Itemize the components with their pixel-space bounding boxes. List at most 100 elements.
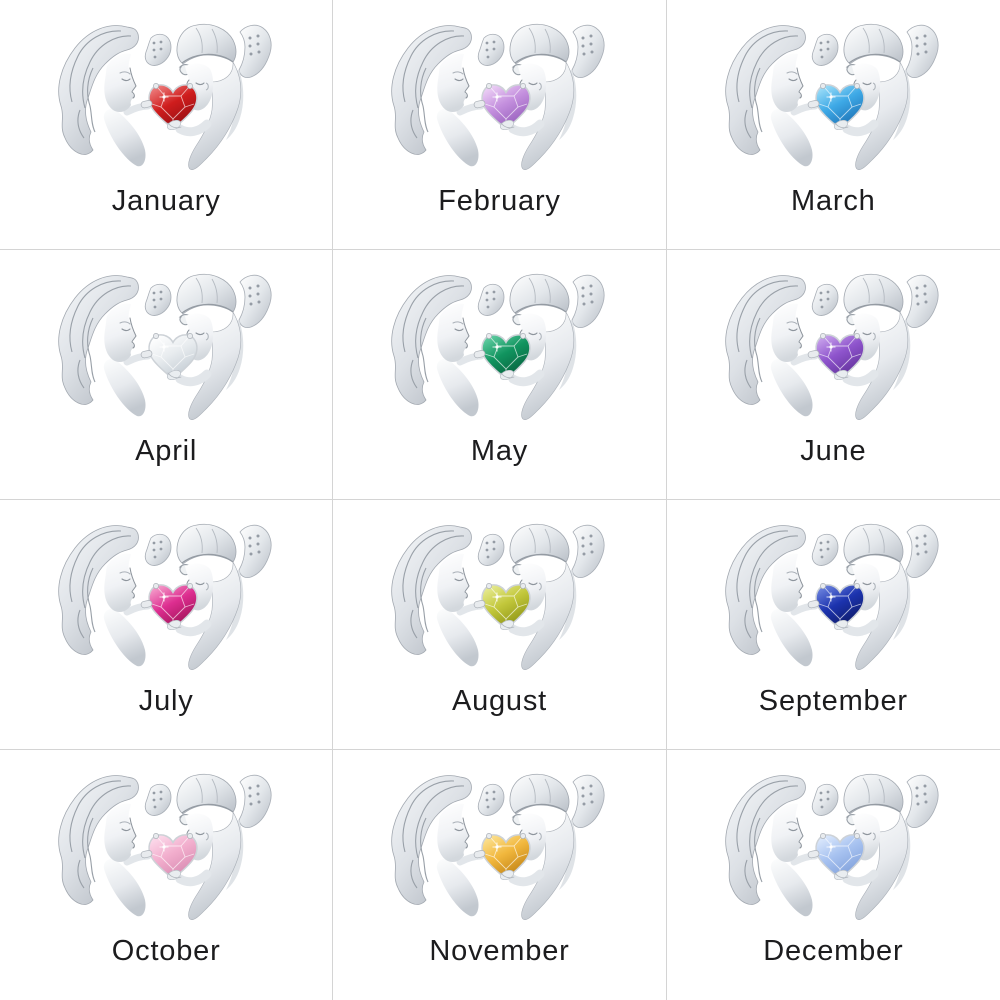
- charm-core-center: [478, 533, 505, 566]
- gem-prongs: [808, 83, 861, 131]
- thread-holes: [248, 284, 261, 306]
- mother-eye: [454, 578, 465, 582]
- hair-strands: [402, 530, 465, 639]
- child-eye: [528, 582, 539, 586]
- gem-facets: [485, 587, 528, 627]
- charm-core-center: [812, 283, 839, 316]
- thread-holes: [915, 534, 928, 556]
- mother-eye: [454, 328, 465, 332]
- hair-strands: [69, 30, 132, 139]
- mother-figure: [725, 25, 819, 167]
- hair-strands: [69, 530, 132, 639]
- charm-core-center: [144, 783, 172, 816]
- month-label: April: [135, 435, 198, 467]
- gem-prongs: [140, 833, 194, 881]
- mother-eye: [121, 828, 131, 832]
- hair-strands: [402, 30, 465, 139]
- gem-sparkle: [492, 342, 502, 352]
- mother-figure: [58, 275, 152, 417]
- hair-strands: [736, 530, 799, 639]
- mother-profile-line: [129, 317, 137, 349]
- mother-figure: [391, 775, 485, 917]
- mother-figure: [58, 525, 152, 667]
- child-eye: [862, 82, 872, 86]
- mother-eye: [788, 328, 798, 332]
- child-eye: [195, 82, 205, 86]
- charm-core-center: [144, 283, 172, 316]
- child-eye: [862, 582, 872, 586]
- month-cell: December: [666, 750, 1000, 1000]
- gem-facets: [819, 87, 862, 127]
- mother-and-child-heart-charm-image: [725, 523, 939, 670]
- birthstone-heart-gem: [817, 585, 864, 628]
- mother-and-child-heart-charm-image: [58, 523, 272, 670]
- thread-holes: [915, 284, 928, 306]
- month-cell: March: [666, 0, 1000, 250]
- gem-facets: [152, 337, 195, 377]
- child-figure: [842, 23, 909, 170]
- month-label: June: [800, 435, 867, 467]
- gem-sparkle: [159, 842, 169, 852]
- gem-prongs: [140, 333, 194, 381]
- mother-and-child-heart-charm-image: [391, 273, 606, 420]
- month-cell: February: [333, 0, 667, 250]
- month-label: March: [791, 185, 876, 217]
- thread-holes: [248, 34, 261, 56]
- child-figure: [175, 23, 242, 170]
- month-label: September: [758, 685, 908, 717]
- mother-profile-line: [462, 67, 471, 99]
- thread-holes: [248, 784, 261, 806]
- month-label: January: [111, 185, 221, 217]
- mother-eye: [788, 78, 798, 82]
- mother-profile-line: [462, 567, 471, 599]
- mother-figure: [58, 775, 152, 917]
- charm-core-center: [812, 783, 839, 816]
- mother-figure: [58, 25, 152, 167]
- child-eye: [528, 832, 539, 836]
- thread-holes: [915, 34, 928, 56]
- month-label: October: [111, 935, 221, 967]
- month-cell: September: [666, 500, 1000, 750]
- birthstone-heart-gem: [149, 585, 197, 628]
- month-label: November: [429, 935, 570, 967]
- mother-and-child-heart-charm-image: [58, 773, 272, 920]
- gem-prongs: [474, 83, 527, 131]
- birthstone-heart-gem: [817, 335, 864, 378]
- gem-sparkle: [492, 592, 502, 602]
- gem-prongs: [808, 583, 861, 631]
- mother-and-child-heart-charm-image: [725, 273, 939, 420]
- gem-sparkle: [826, 92, 836, 102]
- gem-sparkle: [159, 92, 169, 102]
- month-cell: May: [333, 250, 667, 500]
- gem-facets: [819, 837, 862, 877]
- month-label: February: [438, 185, 561, 217]
- birthstone-heart-gem: [149, 335, 197, 378]
- gem-facets: [819, 337, 862, 377]
- hair-strands: [402, 780, 465, 889]
- birthstone-heart-gem: [817, 835, 864, 878]
- month-label: August: [451, 685, 548, 717]
- month-label: December: [763, 935, 904, 967]
- hair-strands: [69, 780, 132, 889]
- month-label: July: [138, 685, 194, 717]
- gem-prongs: [474, 583, 527, 631]
- month-cell: July: [0, 500, 334, 750]
- mother-eye: [121, 578, 131, 582]
- hair-strands: [736, 30, 799, 139]
- mother-profile-line: [796, 817, 804, 849]
- month-cell: January: [0, 0, 334, 250]
- thread-holes: [581, 284, 594, 306]
- hair-strands: [736, 780, 799, 889]
- gem-facets: [152, 87, 195, 127]
- thread-holes: [248, 534, 261, 556]
- gem-sparkle: [826, 842, 836, 852]
- thread-holes: [581, 784, 594, 806]
- month-label: May: [470, 435, 529, 467]
- mother-figure: [725, 775, 819, 917]
- gem-prongs: [474, 333, 527, 381]
- gem-facets: [819, 587, 862, 627]
- gem-sparkle: [492, 92, 502, 102]
- mother-figure: [391, 25, 485, 167]
- gem-sparkle: [159, 592, 169, 602]
- charm-core-center: [812, 533, 839, 566]
